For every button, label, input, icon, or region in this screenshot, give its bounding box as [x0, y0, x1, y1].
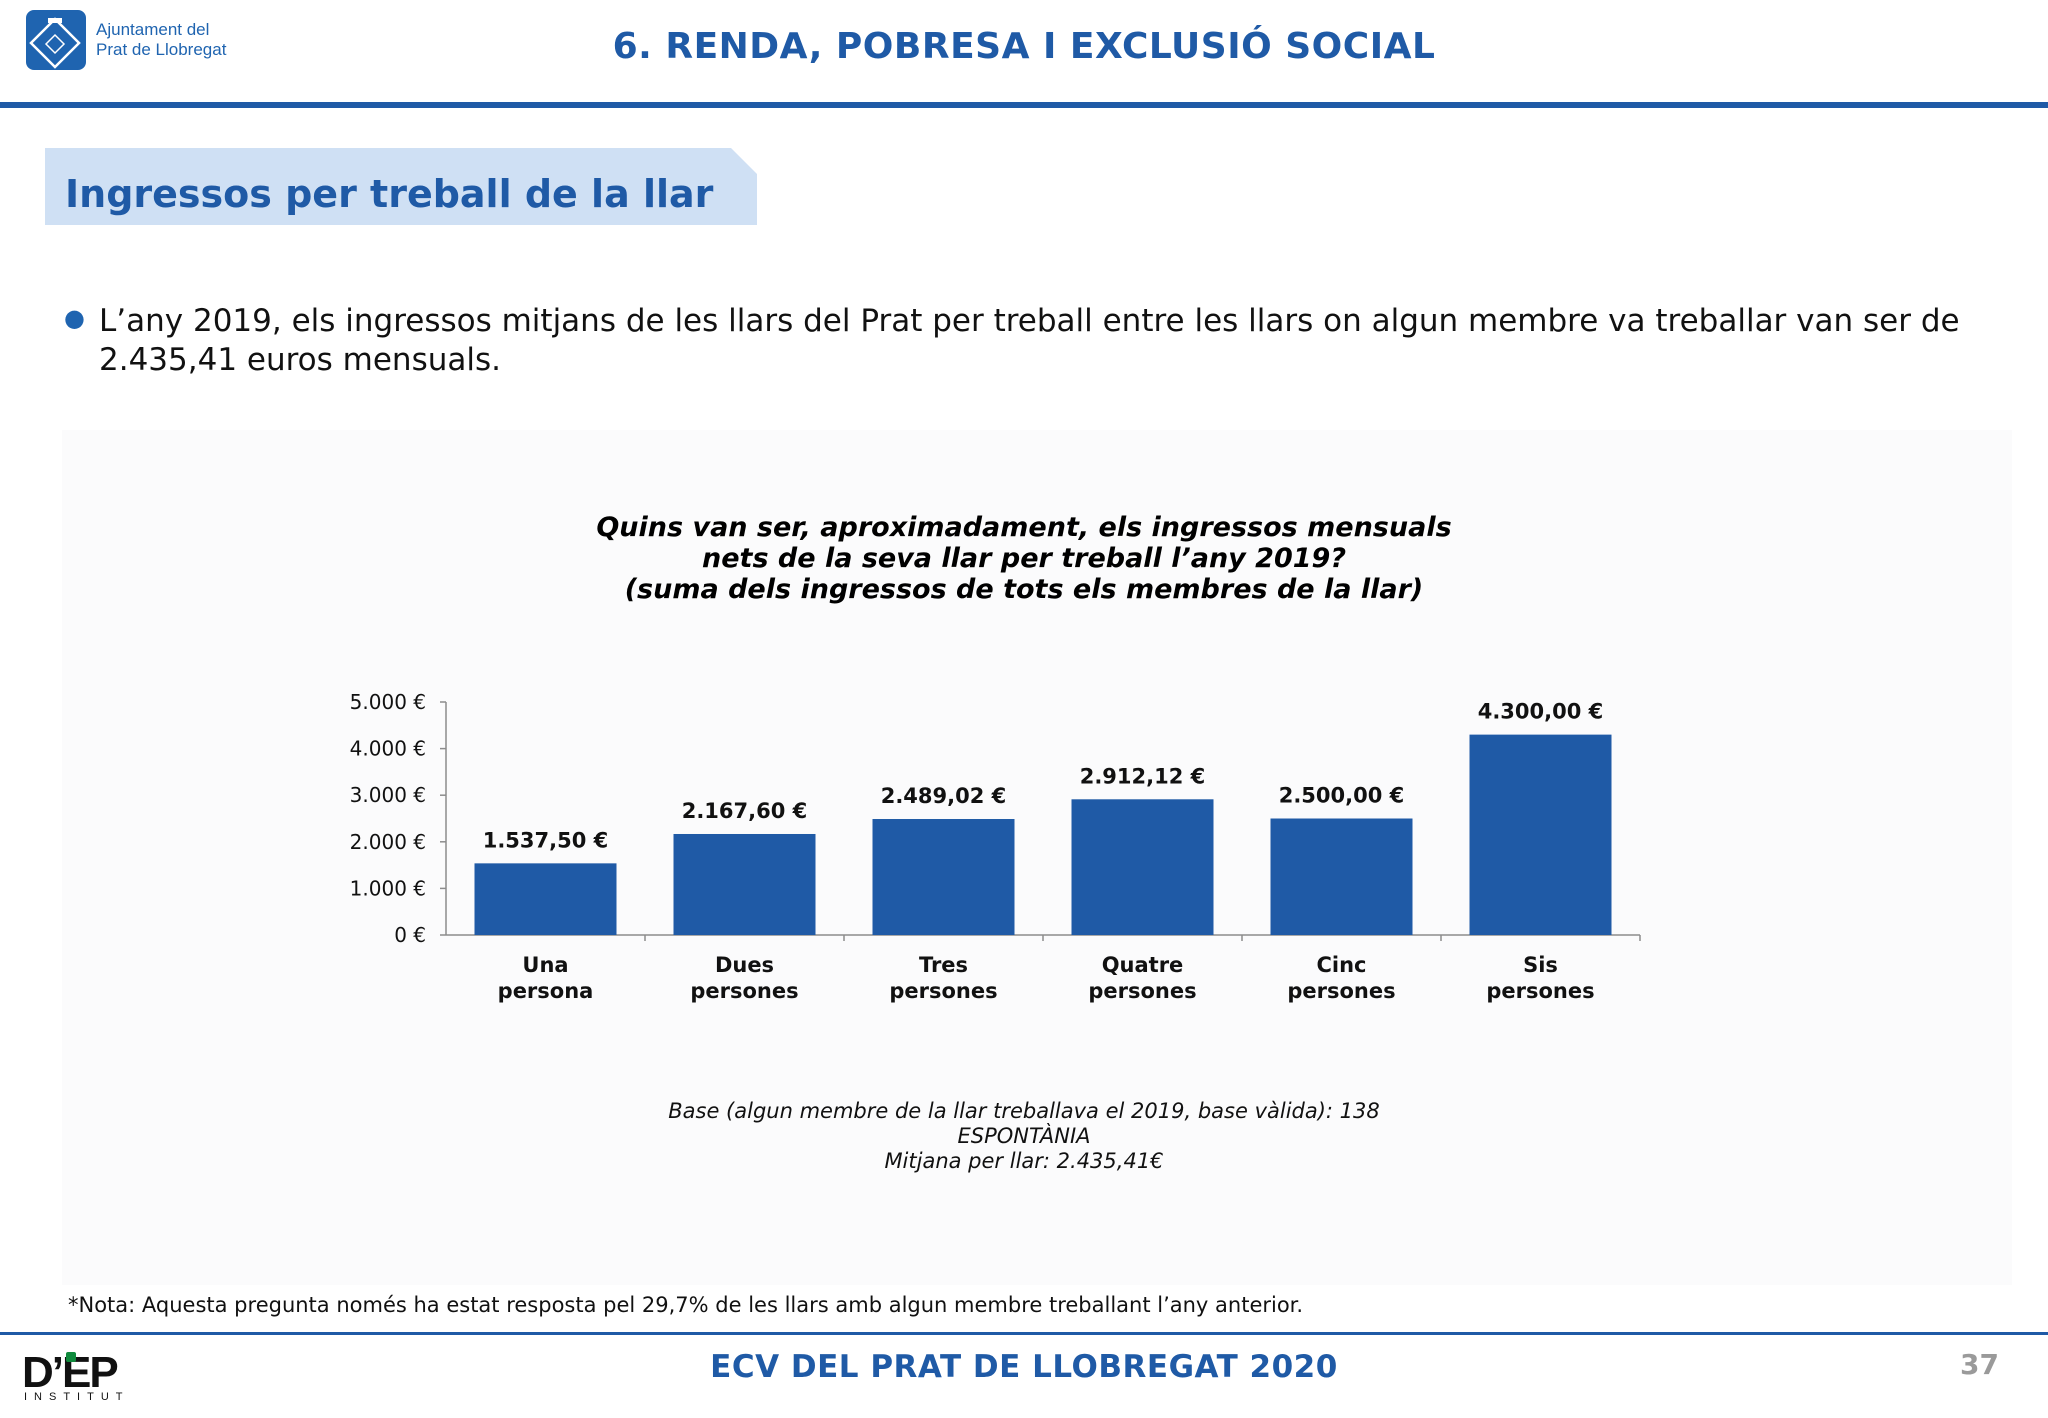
data-label: 1.537,50 € — [483, 828, 609, 852]
y-tick-label: 5.000 € — [350, 690, 426, 714]
section-title: Ingressos per treball de la llar — [65, 172, 714, 216]
x-category-label: Sis — [1523, 953, 1558, 977]
page-number: 37 — [1960, 1348, 1999, 1381]
base-note-line3: Mitjana per llar: 2.435,41€ — [884, 1149, 1164, 1173]
x-category-label: Una — [522, 953, 568, 977]
x-category-label: persones — [1287, 979, 1395, 1003]
section-banner — [45, 148, 757, 225]
bar — [1469, 734, 1612, 935]
bar — [673, 833, 816, 935]
y-tick-label: 1.000 € — [350, 876, 426, 900]
data-label: 2.912,12 € — [1080, 764, 1206, 788]
y-tick-label: 0 € — [394, 923, 426, 947]
data-label: 2.500,00 € — [1279, 784, 1405, 808]
org-name-line1: Ajuntament del — [96, 20, 210, 39]
x-category-label: Dues — [715, 953, 774, 977]
x-category-label: persones — [1486, 979, 1594, 1003]
chart-panel — [62, 430, 2012, 1285]
org-name-line2: Prat de Llobregat — [96, 40, 227, 59]
x-category-label: persones — [889, 979, 997, 1003]
chart-title-line2: nets de la seva llar per treball l’any 2… — [702, 543, 1346, 574]
bar — [474, 863, 617, 935]
chart-title-line1: Quins van ser, aproximadament, els ingre… — [596, 512, 1452, 543]
data-label: 2.167,60 € — [682, 799, 808, 823]
x-category-label: Quatre — [1102, 953, 1184, 977]
y-tick-label: 2.000 € — [350, 830, 426, 854]
bar — [1270, 818, 1413, 935]
y-tick-label: 3.000 € — [350, 783, 426, 807]
x-category-label: Tres — [919, 953, 968, 977]
footnote: *Nota: Aquesta pregunta només ha estat r… — [68, 1293, 1304, 1317]
footer-title: ECV DEL PRAT DE LLOBREGAT 2020 — [710, 1349, 1338, 1385]
footer-divider — [0, 1332, 2048, 1335]
data-label: 2.489,02 € — [881, 784, 1007, 808]
bullet-icon: ● — [64, 304, 85, 332]
page-title: 6. RENDA, POBRESA I EXCLUSIÓ SOCIAL — [612, 26, 1436, 67]
dep-logo-mark-icon — [66, 1352, 76, 1362]
municipality-logo-icon — [26, 10, 86, 70]
base-note-line1: Base (algun membre de la llar treballava… — [668, 1099, 1380, 1123]
dep-institut-subtitle: INSTITUT — [24, 1391, 130, 1403]
bar — [872, 819, 1015, 935]
header-divider — [0, 102, 2048, 108]
data-label: 4.300,00 € — [1478, 700, 1604, 724]
x-category-label: persones — [1088, 979, 1196, 1003]
bar — [1071, 799, 1214, 935]
base-note-line2: ESPONTÀNIA — [957, 1124, 1091, 1148]
x-category-label: persona — [498, 979, 594, 1003]
x-category-label: Cinc — [1316, 953, 1366, 977]
x-category-label: persones — [690, 979, 798, 1003]
y-tick-label: 4.000 € — [350, 737, 426, 761]
chart-title-line3: (suma dels ingressos de tots els membres… — [624, 574, 1424, 605]
bullet-text: L’any 2019, els ingressos mitjans de les… — [99, 303, 1960, 378]
